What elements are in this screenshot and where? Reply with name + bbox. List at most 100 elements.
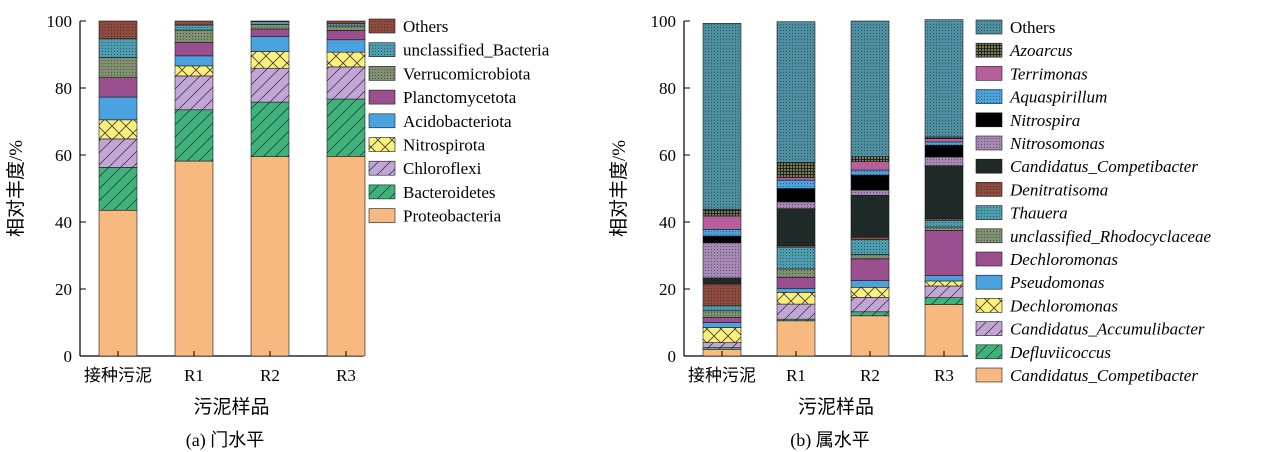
bar-segment [924, 165, 964, 219]
bar-segment [98, 119, 138, 140]
bar-segment [924, 19, 964, 138]
bar-segment [850, 161, 890, 171]
bar-segment [174, 20, 214, 26]
bar-segment [326, 66, 366, 100]
bar-segment [326, 39, 366, 53]
legend-label: Candidatus_Accumulibacter [1010, 320, 1205, 339]
bar-segment [776, 177, 816, 181]
panel-caption: (b) 属水平 [790, 430, 870, 451]
legend-label: Nitrospirota [403, 136, 486, 155]
y-tick-label: 60 [659, 146, 676, 165]
legend-swatch [975, 112, 1003, 128]
legend-swatch [975, 66, 1003, 81]
legend-swatch [975, 205, 1003, 220]
bar-segment [924, 138, 964, 143]
x-axis-title: 污泥样品 [798, 396, 874, 418]
bar-segment [326, 156, 366, 357]
bar-segment [776, 201, 816, 209]
bar-segment [850, 258, 890, 281]
bar-segment [702, 342, 742, 348]
bar-segment [850, 156, 890, 163]
y-tick-label: 60 [55, 146, 72, 165]
bar-segment [250, 20, 290, 22]
legend-label: Others [403, 17, 448, 36]
y-tick-label: 20 [659, 280, 676, 299]
bar-segment [174, 160, 214, 357]
bar-segment [776, 208, 816, 246]
legend-label: unclassified_Bacteria [403, 41, 550, 60]
bar-segment [850, 311, 890, 317]
bar-segment [174, 24, 214, 31]
bar-segment [326, 25, 366, 31]
legend-swatch [975, 228, 1003, 244]
legend-swatch [368, 160, 396, 176]
bar-segment [924, 280, 964, 287]
legend-label: Azoarcus [1009, 41, 1073, 60]
bar-segment [924, 304, 964, 357]
bar-segment [924, 156, 964, 167]
bar-segment [250, 21, 290, 25]
y-tick-label: 0 [64, 347, 73, 366]
legend-swatch [975, 182, 1003, 197]
legend-label: Bacteroidetes [403, 183, 496, 202]
bar-segment [702, 283, 742, 307]
bar-segment [174, 109, 214, 162]
legend-swatch [975, 135, 1003, 151]
bar-segment [326, 30, 366, 41]
legend-swatch [975, 367, 1003, 383]
y-tick-label: 0 [668, 347, 677, 366]
bar-segment [776, 268, 816, 278]
bar-segment [850, 280, 890, 288]
bar-segment [702, 305, 742, 312]
y-tick-label: 40 [659, 213, 676, 232]
bar-segment [98, 77, 138, 98]
legend-swatch [368, 208, 396, 223]
legend-label: Nitrospira [1009, 111, 1080, 130]
bar-segment [98, 167, 138, 211]
bar-segment [250, 156, 290, 357]
bar-segment [174, 75, 214, 111]
legend-swatch [368, 113, 396, 129]
legend-label: Acidobacteriota [403, 112, 512, 131]
bar-segment [924, 275, 964, 282]
bar-segment [98, 96, 138, 121]
x-axis-title: 污泥样品 [193, 396, 269, 418]
y-axis-title: 相对丰度/% [608, 140, 630, 237]
bar-segment [326, 51, 366, 68]
bar-segment [850, 297, 890, 313]
bar-segment [850, 189, 890, 196]
legend-swatch [975, 42, 1003, 58]
bar-segment [326, 23, 366, 27]
legend-swatch [975, 158, 1003, 174]
bar-segment [850, 20, 890, 157]
y-tick-label: 100 [651, 12, 677, 31]
legend-swatch [368, 66, 396, 81]
bar-segment [702, 277, 742, 285]
bar-segment [776, 303, 816, 320]
legend-label: Chloroflexi [403, 159, 482, 178]
bar-segment [702, 310, 742, 318]
bar-segment [924, 141, 964, 146]
bar-segment [924, 230, 964, 276]
bar-segment [924, 220, 964, 228]
bar-segment [924, 226, 964, 231]
x-tick-label: 接种污泥 [84, 366, 152, 385]
legend-swatch [975, 251, 1003, 267]
legend-label: Candidatus_Competibacter [1010, 157, 1198, 176]
x-tick-label: R1 [786, 366, 806, 385]
bar-segment [776, 21, 816, 163]
legend-swatch [975, 321, 1003, 336]
y-tick-label: 40 [55, 213, 72, 232]
bar-segment [924, 297, 964, 305]
y-tick-label: 20 [55, 280, 72, 299]
x-tick-label: R2 [860, 366, 880, 385]
bar-segment [776, 292, 816, 305]
legend-label: Others [1010, 18, 1055, 37]
bar-segment [850, 236, 890, 240]
bar-segment [702, 322, 742, 328]
legend-label: Verrucomicrobiota [403, 64, 531, 83]
legend-label: Proteobacteria [403, 207, 502, 226]
bar-segment [174, 55, 214, 67]
bar-segment [850, 194, 890, 238]
